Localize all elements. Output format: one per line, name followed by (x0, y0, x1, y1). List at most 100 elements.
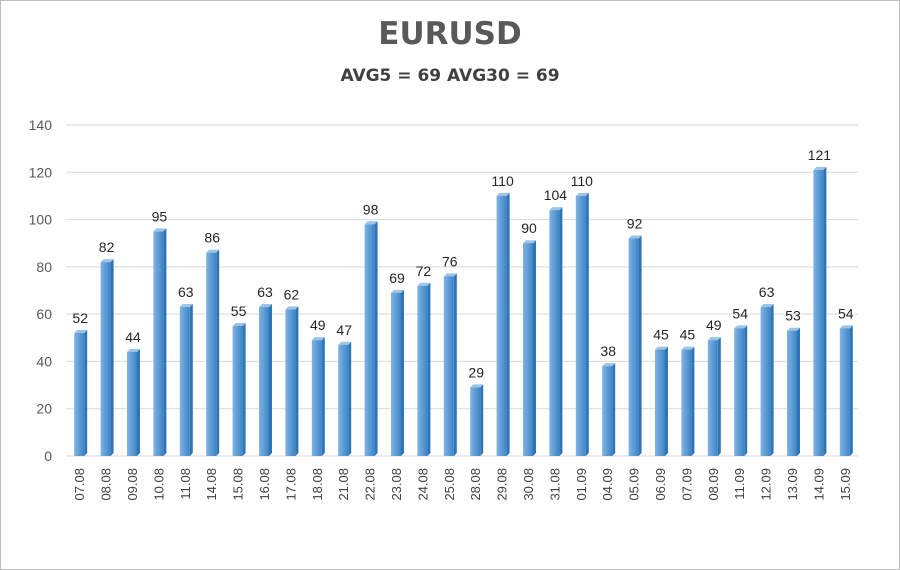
x-tick-label: 18.08 (310, 468, 325, 501)
x-tick-label: 10.08 (151, 468, 166, 501)
x-tick-label: 28.08 (468, 468, 483, 501)
bar (813, 166, 827, 456)
bar (417, 282, 431, 456)
x-tick-label: 31.08 (547, 468, 562, 501)
x-tick-label: 17.08 (283, 468, 298, 501)
bar (232, 322, 246, 456)
data-label: 69 (389, 270, 405, 286)
y-axis-ticks: 0 20 40 60 80 100 120 140 (29, 117, 53, 464)
data-label: 29 (468, 364, 484, 380)
bar (127, 348, 140, 456)
data-label: 63 (257, 284, 273, 300)
x-tick-label: 04.09 (600, 468, 615, 501)
x-tick-label: 15.09 (838, 468, 853, 501)
x-tick-label: 12.09 (759, 468, 774, 501)
data-label: 44 (125, 329, 141, 345)
bar (74, 330, 88, 456)
y-tick-label: 40 (36, 353, 52, 369)
data-label: 92 (627, 215, 643, 231)
x-tick-label: 05.09 (627, 468, 642, 501)
bar (549, 207, 563, 456)
data-label: 45 (680, 327, 696, 343)
bar (575, 192, 589, 456)
y-tick-label: 60 (36, 306, 52, 322)
data-label: 55 (231, 303, 247, 319)
data-label: 63 (759, 284, 775, 300)
data-label: 45 (653, 327, 669, 343)
bar (602, 363, 616, 456)
x-tick-label: 11.08 (178, 468, 193, 500)
y-tick-label: 120 (29, 164, 53, 180)
data-label: 110 (491, 173, 514, 189)
bar (496, 192, 510, 456)
bar (839, 325, 853, 456)
bar (707, 337, 721, 456)
data-label: 63 (178, 284, 194, 300)
bar (153, 228, 167, 456)
data-labels: 52 82 44 95 63 86 55 63 62 49 47 98 69 72 76 29 110 90 104… (72, 147, 853, 381)
data-label: 72 (416, 263, 432, 279)
data-label: 53 (785, 308, 801, 324)
bar (206, 249, 220, 456)
y-tick-label: 100 (29, 212, 53, 228)
y-tick-label: 80 (36, 259, 52, 275)
x-tick-label: 24.08 (415, 468, 430, 501)
chart-subtitle: AVG5 = 69 AVG30 = 69 (340, 66, 560, 86)
x-tick-label: 11.09 (732, 468, 747, 500)
x-tick-label: 25.08 (442, 468, 457, 501)
data-label: 98 (363, 201, 379, 217)
x-axis-labels: 07.08 08.08 09.08 10.08 11.08 14.08 15.08 16.08… (72, 468, 853, 501)
bar (523, 240, 536, 456)
data-label: 62 (284, 286, 300, 302)
data-label: 49 (310, 317, 326, 333)
x-tick-label: 15.08 (231, 468, 246, 501)
bar (470, 384, 484, 456)
x-tick-label: 30.08 (521, 468, 536, 501)
bar (179, 304, 193, 456)
x-tick-label: 07.08 (72, 468, 87, 501)
data-label: 95 (152, 208, 168, 224)
bar (681, 346, 695, 456)
bar (311, 337, 325, 456)
y-tick-label: 140 (29, 117, 53, 133)
bar (259, 304, 272, 456)
bar (443, 273, 457, 456)
x-tick-label: 08.08 (99, 468, 114, 501)
data-label: 47 (336, 322, 352, 338)
bar (391, 289, 404, 456)
data-label: 82 (99, 239, 115, 255)
bar (628, 235, 642, 456)
x-tick-label: 14.08 (204, 468, 219, 501)
data-label: 54 (732, 305, 748, 321)
bar (787, 327, 800, 456)
x-tick-label: 16.08 (257, 468, 272, 501)
data-label: 121 (808, 147, 832, 163)
gridlines (66, 124, 858, 457)
data-label: 76 (442, 253, 458, 269)
x-tick-label: 29.08 (495, 468, 510, 501)
bars (74, 166, 853, 456)
x-tick-label: 21.08 (336, 468, 351, 501)
bar (364, 221, 378, 456)
x-tick-label: 14.09 (811, 468, 826, 501)
data-label: 110 (571, 173, 594, 189)
x-tick-label: 22.08 (363, 468, 378, 501)
bar (655, 346, 668, 456)
data-label: 104 (544, 187, 568, 203)
data-label: 38 (600, 343, 616, 359)
x-tick-label: 07.09 (679, 468, 694, 501)
bar (760, 304, 774, 456)
chart-title: EURUSD (378, 16, 522, 52)
data-label: 49 (706, 317, 722, 333)
bar (285, 306, 299, 456)
x-tick-label: 06.09 (653, 468, 668, 501)
x-tick-label: 01.09 (574, 468, 589, 501)
x-tick-label: 09.08 (125, 468, 140, 501)
x-tick-label: 13.09 (785, 468, 800, 501)
bar (734, 325, 748, 456)
data-label: 52 (72, 310, 88, 326)
y-tick-label: 0 (44, 448, 52, 464)
bar (100, 259, 114, 456)
data-label: 90 (521, 220, 537, 236)
